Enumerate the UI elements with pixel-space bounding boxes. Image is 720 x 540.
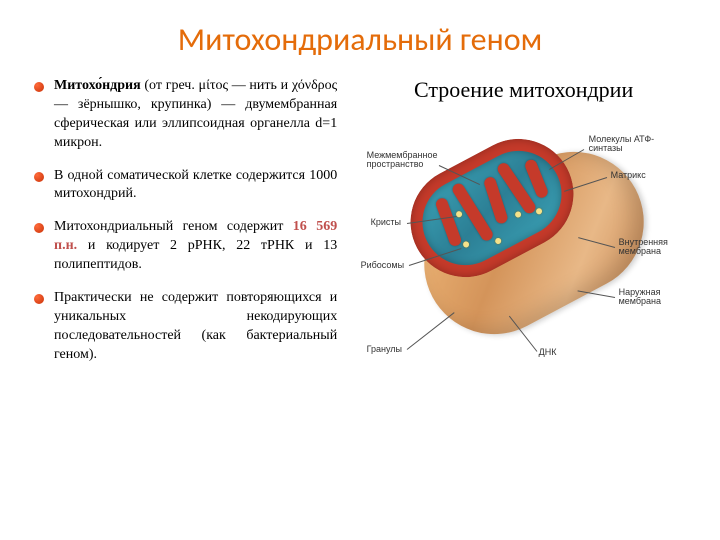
mitochondrion-diagram: Межмембранное пространство Кристы Рибосо… bbox=[359, 113, 689, 413]
columns: Митохо́ндрия (от греч. μίτος — нить и χό… bbox=[30, 77, 690, 413]
list-item: Митохо́ндрия (от греч. μίτος — нить и χό… bbox=[30, 77, 337, 153]
list-item: В одной соматической клетке содержится 1… bbox=[30, 167, 337, 205]
term-bold: Митохо́ндрия bbox=[54, 78, 141, 93]
slide: Митохондриальный геном Митохо́ндрия (от … bbox=[0, 0, 720, 540]
granule bbox=[494, 237, 502, 245]
label-atp: Молекулы АТФ-синтазы bbox=[589, 135, 669, 154]
bp-post: и кодирует 2 рРНК, 22 тРНК и 13 полипепт… bbox=[54, 238, 337, 272]
crista bbox=[482, 176, 508, 225]
crista bbox=[434, 197, 462, 248]
label-cristae: Кристы bbox=[371, 218, 401, 227]
granule bbox=[462, 240, 470, 248]
diagram-title: Строение митохондрии bbox=[357, 77, 690, 103]
label-granules: Гранулы bbox=[367, 345, 402, 354]
list-item: Практически не содержит повторяющихся и … bbox=[30, 289, 337, 365]
list-item: Митохондриальный геном содержит 16 569 п… bbox=[30, 218, 337, 275]
bp-pre: Митохондриальный геном содержит bbox=[54, 219, 293, 234]
label-intermembrane: Межмембранное пространство bbox=[367, 151, 452, 170]
bullet-list: Митохо́ндрия (от греч. μίτος — нить и χό… bbox=[30, 77, 337, 365]
left-column: Митохо́ндрия (от греч. μίτος — нить и χό… bbox=[30, 77, 337, 413]
label-outer-membrane: Наружная мембрана bbox=[619, 288, 689, 307]
granule bbox=[535, 207, 543, 215]
page-title: Митохондриальный геном bbox=[30, 20, 690, 59]
label-dna: ДНК bbox=[539, 348, 557, 357]
label-inner-membrane: Внутренняя мембрана bbox=[619, 238, 689, 257]
label-ribosomes: Рибосомы bbox=[361, 261, 404, 270]
right-column: Строение митохондрии bbox=[357, 77, 690, 413]
granule bbox=[514, 210, 522, 218]
leader-line bbox=[406, 312, 454, 350]
label-matrix: Матрикс bbox=[611, 171, 646, 180]
